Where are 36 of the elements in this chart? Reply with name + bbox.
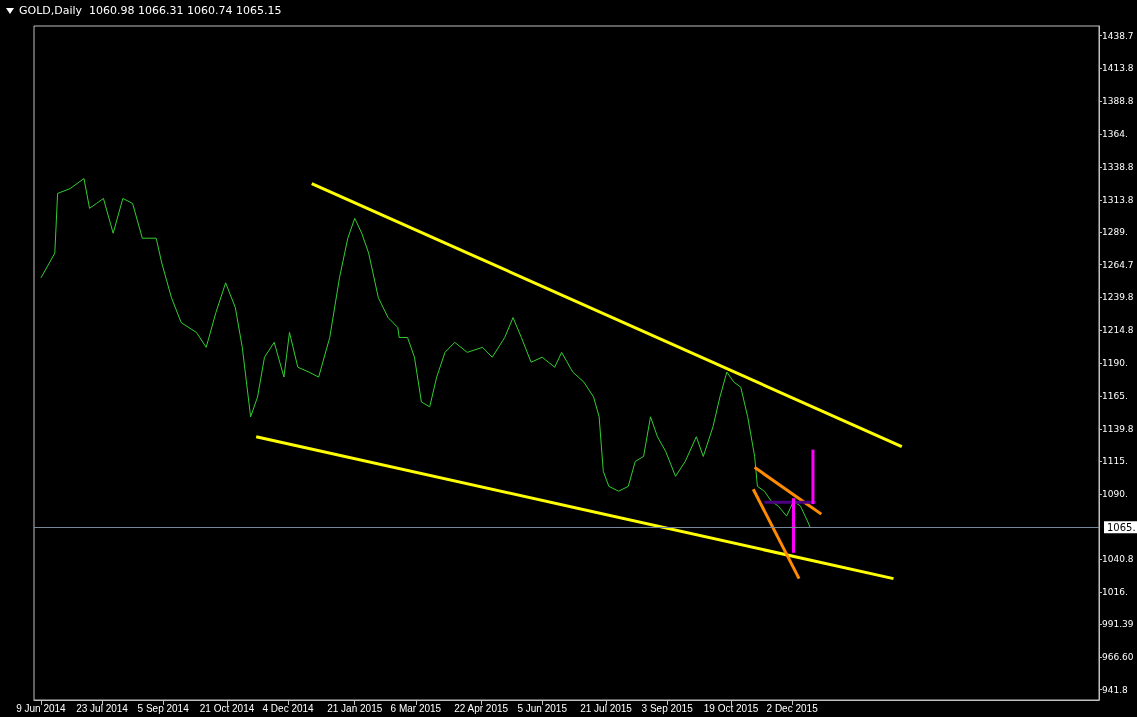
line-series [40, 178, 811, 528]
y-tick-label: 1090. [1102, 489, 1128, 500]
y-tick-label: 1313.8 [1102, 195, 1134, 206]
y-tick-label: 1413.8 [1102, 63, 1134, 74]
y-tick-label: 1264.7 [1102, 259, 1134, 270]
y-tick-label: 1016. [1102, 586, 1128, 597]
y-tick-label: 1115. [1102, 456, 1128, 467]
y-tick-label: 1438.7 [1102, 30, 1134, 41]
y-tick-label: 941.8 [1102, 684, 1129, 695]
x-tick-label: 5 Sep 2014 [137, 702, 190, 714]
x-tick-label: 6 Mar 2015 [390, 702, 442, 714]
x-tick-label: 23 Jul 2014 [76, 702, 129, 714]
y-tick-label: 1364. [1102, 128, 1128, 139]
x-tick-label: 21 Jul 2015 [580, 702, 633, 714]
y-tick-label: 1165. [1102, 391, 1128, 402]
x-tick-label: 3 Sep 2015 [641, 702, 694, 714]
x-tick-label: 19 Oct 2015 [703, 702, 759, 714]
y-tick-label: 1289. [1102, 227, 1128, 238]
chart-title: GOLD,Daily 1060.98 1066.31 1060.74 1065.15 [19, 4, 282, 17]
x-tick-label: 4 Dec 2014 [262, 702, 315, 714]
y-tick-label: 1139.8 [1102, 424, 1134, 435]
y-tick-label: 1040.8 [1102, 554, 1134, 565]
x-tick-label: 21 Jan 2015 [327, 702, 383, 714]
x-tick-label: 9 Jun 2014 [16, 702, 67, 714]
y-tick-label: 1338.8 [1102, 162, 1134, 173]
x-tick-label: 2 Dec 2015 [766, 702, 819, 714]
y-tick-label: 1388.8 [1102, 96, 1134, 107]
y-tick-label: 1214.8 [1102, 325, 1134, 336]
y-tick-label: 1239.8 [1102, 292, 1134, 303]
x-tick-label: 5 Jun 2015 [517, 702, 568, 714]
ref-line-label: 1065. [1107, 521, 1136, 533]
x-tick-label: 22 Apr 2015 [454, 702, 509, 714]
y-tick-label: 1190. [1102, 358, 1128, 368]
y-tick-label: 966.60 [1102, 652, 1134, 663]
x-tick-label: 21 Oct 2014 [199, 702, 255, 714]
y-tick-label: 991.39 [1102, 619, 1134, 630]
